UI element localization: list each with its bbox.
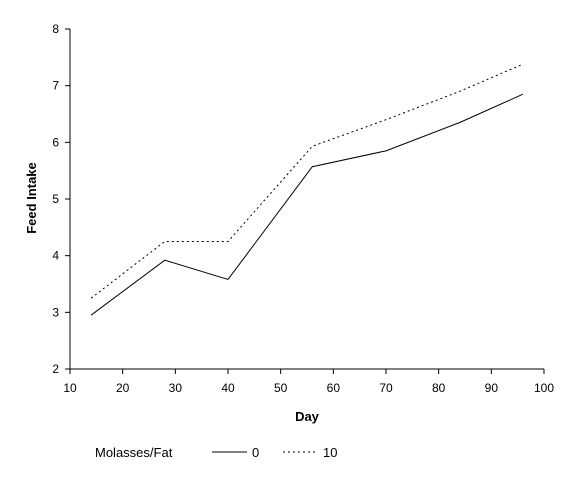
x-tick-label: 50 [274,381,288,395]
legend: 0 10 [212,445,337,460]
y-tick-label: 4 [52,249,59,263]
x-tick-label: 40 [221,381,235,395]
x-tick-label: 60 [327,381,341,395]
x-tick-label: 100 [534,381,554,395]
y-tick-label: 2 [52,362,59,376]
x-tick-label: 10 [63,381,77,395]
series-line-0 [90,93,524,316]
y-axis-label: Feed Intake [24,162,39,234]
legend-title: Molasses/Fat [95,445,173,460]
y-tick-label: 8 [52,22,59,36]
x-tick-label: 80 [432,381,446,395]
x-tick-label: 70 [379,381,393,395]
x-tick-label: 30 [169,381,183,395]
y-tick-label: 7 [52,79,59,93]
y-tick-label: 3 [52,305,59,319]
legend-label-0: 0 [252,445,259,460]
series-line-10 [90,63,524,299]
x-tick-label: 20 [116,381,130,395]
legend-label-10: 10 [323,445,337,460]
x-tick-label: 90 [485,381,499,395]
y-tick-label: 5 [52,192,59,206]
y-tick-label: 6 [52,135,59,149]
x-axis-label: Day [295,409,320,424]
